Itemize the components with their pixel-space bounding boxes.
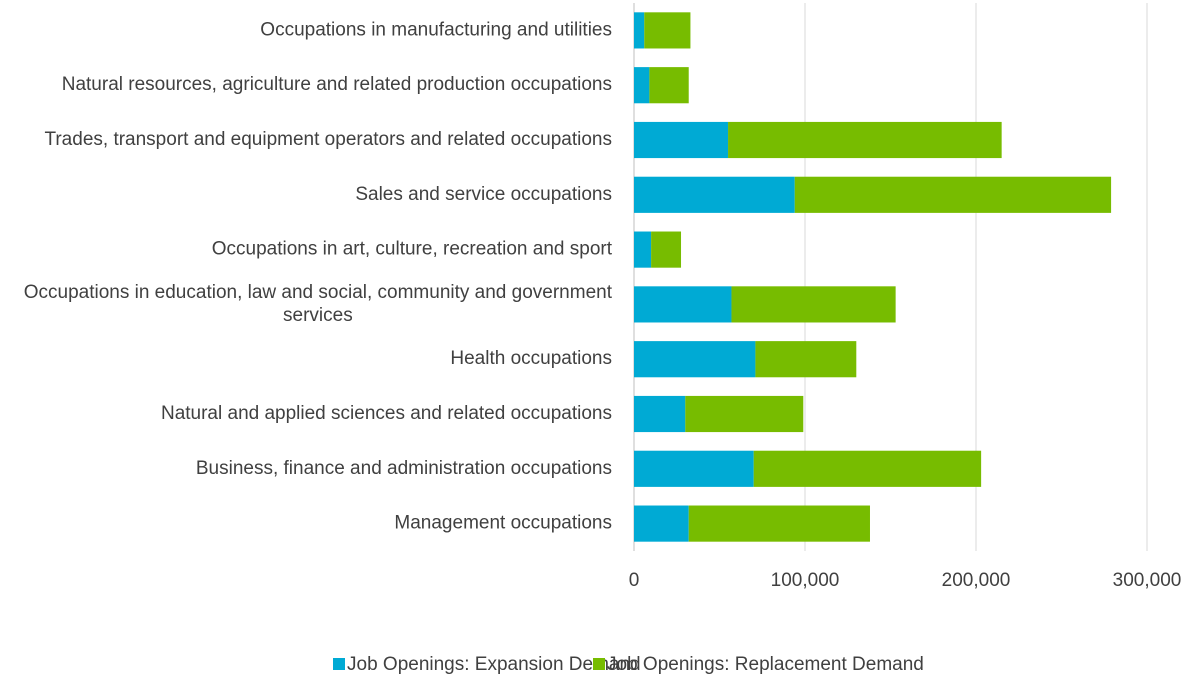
bar xyxy=(728,121,1002,159)
bar xyxy=(634,286,732,323)
bar xyxy=(649,67,689,104)
bar xyxy=(634,67,650,104)
bar xyxy=(634,231,652,268)
y-tick-label: Trades, transport and equipment operator… xyxy=(44,129,612,150)
bar xyxy=(731,286,896,323)
bar xyxy=(794,176,1112,213)
bar xyxy=(755,341,857,378)
y-tick-label: Natural resources, agriculture and relat… xyxy=(62,74,612,95)
y-tick-label: Occupations in manufacturing and utiliti… xyxy=(260,19,612,40)
y-tick-label: Occupations in education, law and social… xyxy=(24,282,613,326)
legend-swatch xyxy=(333,658,345,670)
legend-swatch xyxy=(593,658,605,670)
x-tick-label: 200,000 xyxy=(942,570,1011,591)
x-tick-label: 100,000 xyxy=(771,570,840,591)
bar xyxy=(644,12,691,49)
x-tick-label: 300,000 xyxy=(1113,570,1182,591)
legend-label: Job Openings: Expansion Demand xyxy=(347,654,641,675)
x-tick-label: 0 xyxy=(629,570,640,591)
bar xyxy=(634,121,729,159)
bar xyxy=(685,395,804,433)
y-tick-label: Natural and applied sciences and related… xyxy=(161,403,612,424)
bar xyxy=(634,341,756,378)
legend-label: Job Openings: Replacement Demand xyxy=(607,654,924,675)
y-tick-label: Occupations in art, culture, recreation … xyxy=(212,239,613,260)
y-tick-label: Business, finance and administration occ… xyxy=(196,458,612,479)
bar xyxy=(634,395,686,433)
y-tick-label: Management occupations xyxy=(394,513,612,534)
bar xyxy=(634,505,689,542)
bar xyxy=(634,12,645,49)
bar xyxy=(753,450,982,487)
bar xyxy=(688,505,870,542)
y-tick-label: Sales and service occupations xyxy=(355,184,612,205)
bar xyxy=(634,176,795,213)
y-tick-label: Health occupations xyxy=(450,348,612,369)
bar xyxy=(651,231,682,268)
bar xyxy=(634,450,754,487)
